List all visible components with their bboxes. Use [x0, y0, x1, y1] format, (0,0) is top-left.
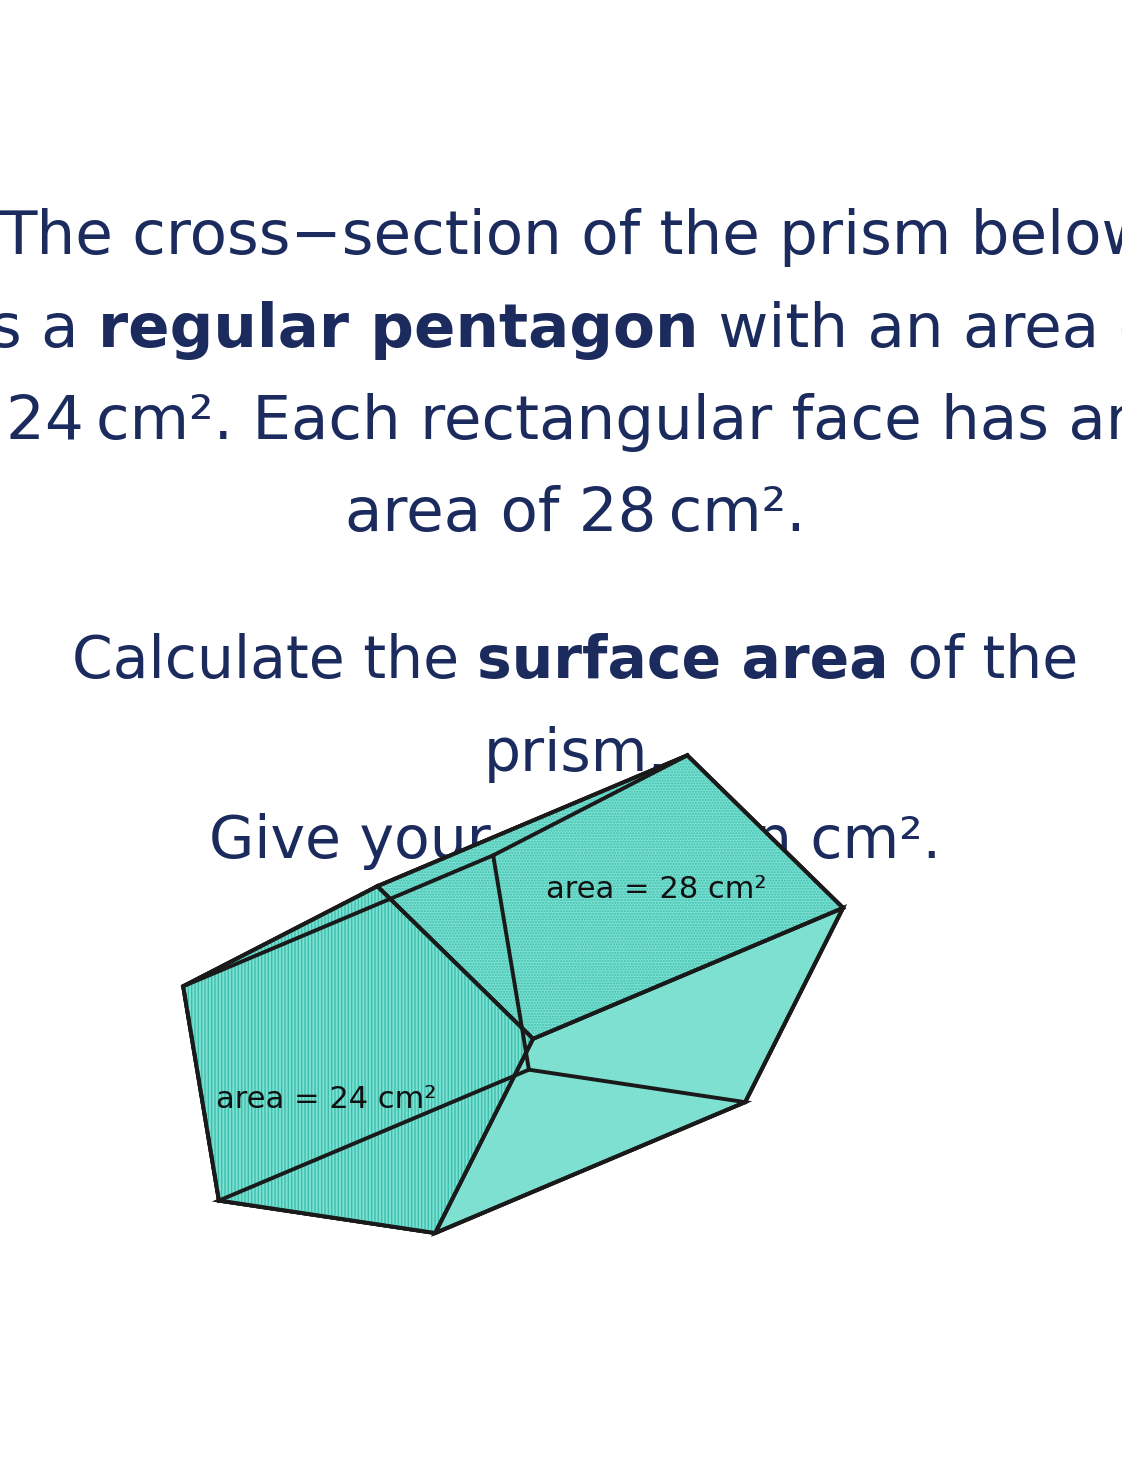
Polygon shape — [183, 886, 533, 1234]
Text: of the: of the — [889, 633, 1078, 690]
Text: surface area: surface area — [477, 633, 889, 690]
Polygon shape — [494, 756, 843, 1102]
Polygon shape — [377, 756, 843, 1039]
Text: 24 cm². Each rectangular face has an: 24 cm². Each rectangular face has an — [6, 393, 1122, 451]
Text: Calculate the: Calculate the — [72, 633, 477, 690]
Text: area of 28 cm².: area of 28 cm². — [344, 485, 806, 545]
Text: Give your answer in cm².: Give your answer in cm². — [209, 813, 941, 870]
Polygon shape — [183, 856, 528, 1201]
Polygon shape — [183, 756, 688, 986]
Text: The cross−section of the prism below: The cross−section of the prism below — [0, 208, 1122, 267]
Polygon shape — [219, 1069, 745, 1234]
Text: area = 24 cm²: area = 24 cm² — [217, 1086, 436, 1115]
Text: prism.: prism. — [484, 725, 666, 782]
Polygon shape — [435, 908, 843, 1234]
Text: is a: is a — [0, 300, 98, 359]
Text: with an area of: with an area of — [699, 300, 1122, 359]
Text: area = 28 cm²: area = 28 cm² — [546, 875, 767, 904]
Text: regular pentagon: regular pentagon — [98, 300, 699, 359]
